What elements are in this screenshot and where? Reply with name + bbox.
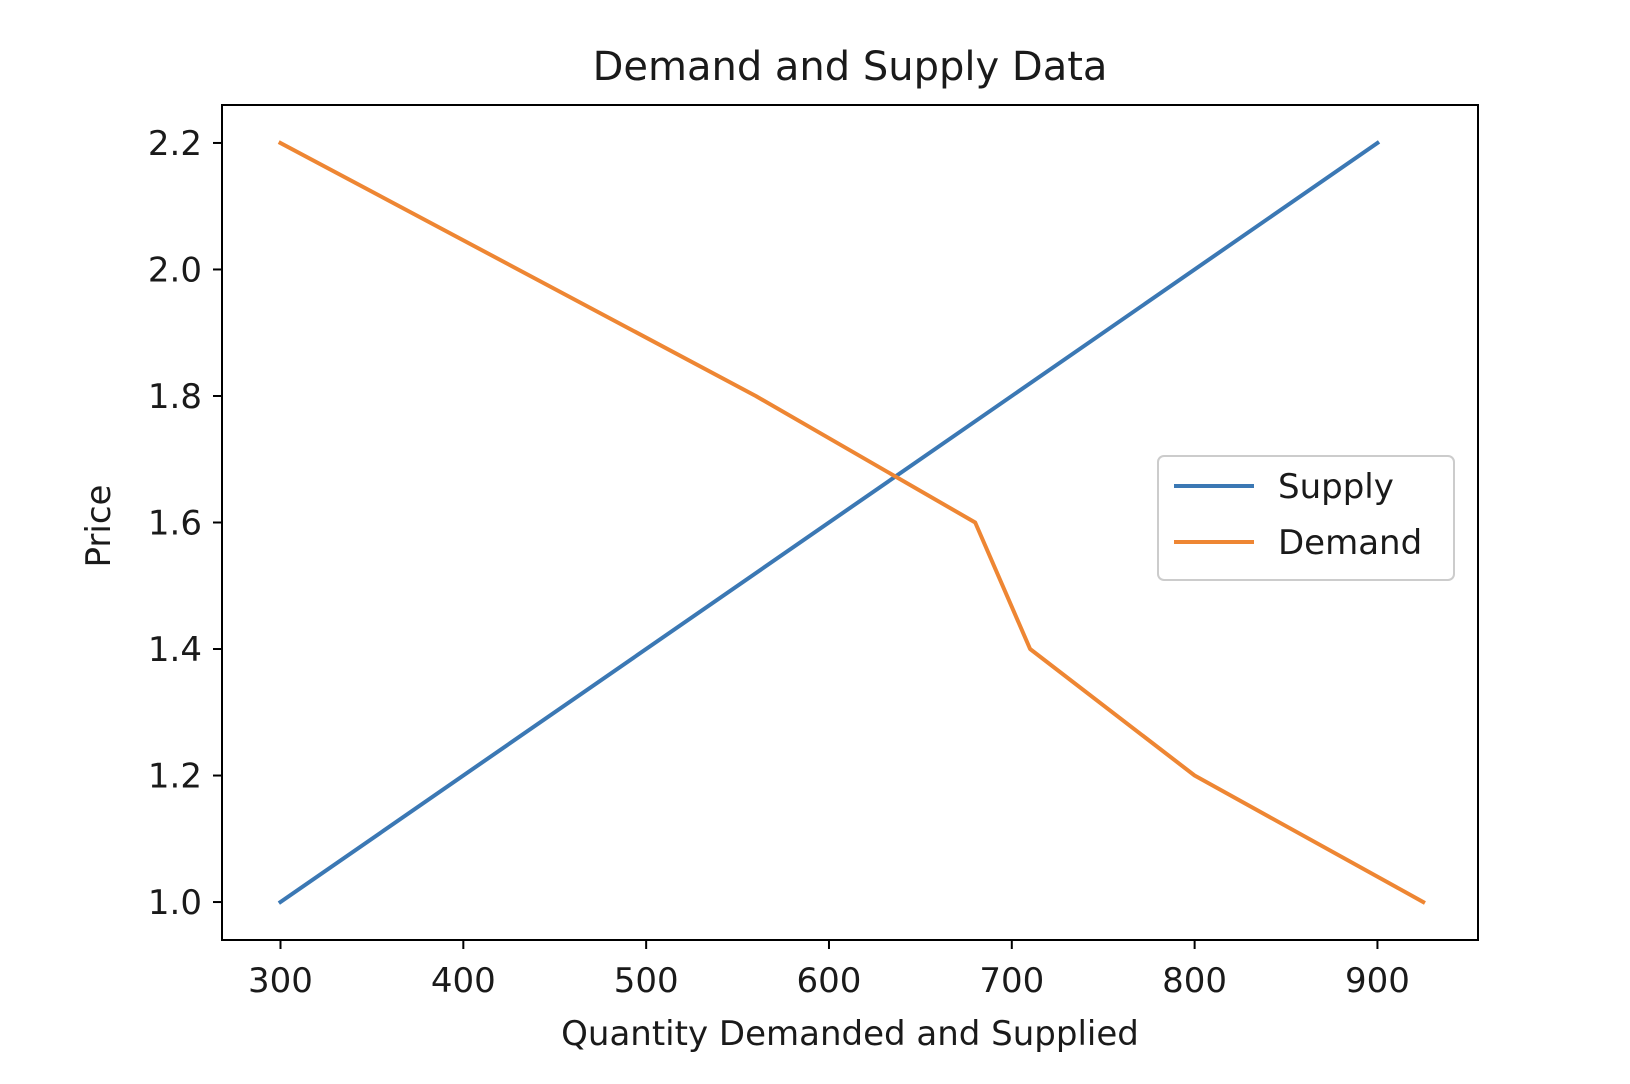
y-tick-label: 1.6 [148,504,202,544]
legend-label-demand: Demand [1278,523,1422,563]
y-tick-label: 1.0 [148,883,202,923]
y-tick-label: 1.2 [148,757,202,797]
y-tick-label: 2.2 [148,124,202,164]
x-tick-label: 300 [248,961,313,1001]
x-tick-label: 800 [1162,961,1227,1001]
x-tick-label: 600 [797,961,862,1001]
chart-title: Demand and Supply Data [593,44,1108,90]
x-tick-label: 900 [1345,961,1410,1001]
plot-area: 300 400 500 600 700 800 900 1.0 1.2 1.4 1.6 1.8 2.0 2… [148,104,1479,1001]
y-tick-label: 1.8 [148,377,202,417]
supply-line [277,140,1381,905]
y-axis-label: Price [79,485,119,568]
legend: Supply Demand [1157,455,1455,581]
x-tick-label: 500 [614,961,679,1001]
x-axis-label: Quantity Demanded and Supplied [561,1014,1139,1054]
x-tick-label: 400 [431,961,496,1001]
legend-label-supply: Supply [1278,467,1394,507]
demand-line [277,140,1426,905]
y-tick-label: 1.4 [148,630,202,670]
y-tick-label: 2.0 [148,250,202,290]
x-tick-label: 700 [979,961,1044,1001]
